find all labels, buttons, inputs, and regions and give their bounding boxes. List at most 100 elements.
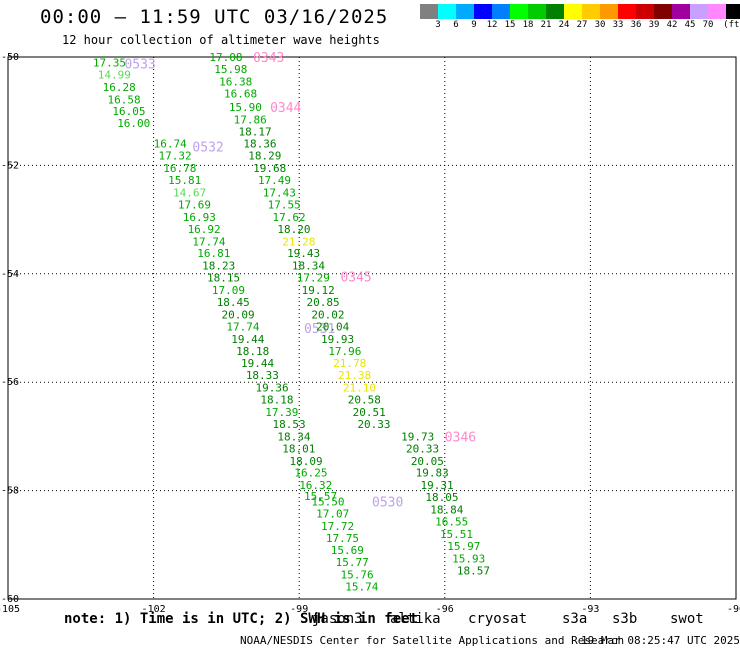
wave-height-label: 19.44: [231, 333, 264, 346]
wave-height-label: 16.05: [112, 105, 145, 118]
wave-height-label: 16.68: [224, 87, 257, 100]
wave-height-label: 18.20: [277, 223, 310, 236]
legend-label: 39: [648, 20, 660, 30]
lon-tick-label: -99: [290, 604, 308, 615]
wave-height-label: 18.36: [243, 138, 276, 151]
wave-height-label: 18.01: [282, 442, 315, 455]
wave-height-label: 15.93: [452, 552, 485, 565]
wave-height-label: 20.85: [306, 296, 339, 309]
wave-height-label: 17.08: [209, 51, 242, 64]
wave-height-label: 17.09: [212, 284, 245, 297]
legend-swatch: [618, 4, 636, 19]
map-title: 00:00 – 11:59 UTC 03/16/2025: [40, 6, 389, 28]
wave-height-label: 17.86: [234, 113, 267, 126]
wave-height-label: 18.45: [217, 296, 250, 309]
timestamp-text: 19 Mar 08:25:47 UTC 2025: [581, 634, 740, 647]
wave-height-label: 17.75: [326, 532, 359, 545]
wave-height-label: 18.34: [277, 430, 310, 443]
wave-height-label: 19.93: [321, 333, 354, 346]
sat-s3a: s3a: [562, 611, 588, 627]
legend-swatch: [456, 4, 474, 19]
legend-label: 21: [540, 20, 552, 30]
legend-label: 33: [612, 20, 624, 30]
legend-label: 3: [435, 20, 441, 30]
legend-swatch: [600, 4, 618, 19]
wave-height-label: 21.38: [338, 369, 371, 382]
legend-label: 42: [666, 20, 678, 30]
wave-height-label: 18.15: [207, 272, 240, 285]
wave-height-label: 15.97: [447, 540, 480, 553]
legend-label: 45: [684, 20, 696, 30]
wave-height-label: 15.50: [311, 495, 344, 508]
wave-height-label: 19.31: [421, 479, 454, 492]
wave-height-label: 16.00: [117, 117, 150, 130]
wave-height-label: 20.58: [348, 394, 381, 407]
legend-swatch: [474, 4, 492, 19]
wave-height-label: 15.90: [229, 101, 262, 114]
color-legend: [420, 4, 740, 19]
wave-height-label: 16.32: [299, 479, 332, 492]
wave-height-label: 16.81: [197, 247, 230, 260]
wave-height-label: 15.74: [345, 581, 378, 594]
wave-height-label: 18.23: [202, 260, 235, 273]
wave-height-label: 16.25: [294, 467, 327, 480]
legend-label: 30: [594, 20, 606, 30]
wave-height-label: 17.32: [158, 150, 191, 163]
wave-height-label: 17.49: [258, 174, 291, 187]
legend-label: 9: [471, 20, 477, 30]
legend-swatch: [528, 4, 546, 19]
pass-label: 0343: [253, 51, 284, 66]
lon-tick-label: -93: [581, 604, 599, 615]
wave-height-label: 17.74: [192, 235, 225, 248]
wave-height-label: 19.12: [302, 284, 335, 297]
wave-height-label: 15.76: [340, 569, 373, 582]
lat-tick-label: -54: [1, 269, 19, 280]
wave-height-label: 18.29: [248, 150, 281, 163]
wave-height-label: 18.09: [289, 455, 322, 468]
wave-height-label: 17.72: [321, 520, 354, 533]
wave-height-label: 17.69: [178, 198, 211, 211]
legend-label: 18: [522, 20, 534, 30]
legend-swatch: [636, 4, 654, 19]
wave-height-label: 17.39: [265, 406, 298, 419]
sat-altika: altika: [390, 611, 441, 627]
legend-swatch: [510, 4, 528, 19]
lon-tick-label: -90: [727, 604, 740, 615]
lat-tick-label: -52: [1, 160, 19, 171]
lat-tick-label: -56: [1, 377, 19, 388]
sat-s3b: s3b: [612, 611, 638, 627]
wave-height-label: 19.83: [416, 467, 449, 480]
wave-height-label: 17.35: [93, 56, 126, 69]
wave-height-label: 14.67: [173, 187, 206, 200]
legend-label: 6: [453, 20, 459, 30]
wave-height-label: 15.81: [168, 174, 201, 187]
credit-text: NOAA/NESDIS Center for Satellite Applica…: [240, 634, 625, 647]
legend-swatch: [708, 4, 726, 19]
wave-height-label: 20.09: [222, 308, 255, 321]
wave-height-label: 16.74: [154, 138, 187, 151]
wave-height-label: 21.10: [343, 382, 376, 395]
wave-height-label: 21.78: [333, 357, 366, 370]
wave-height-label: 17.07: [316, 507, 349, 520]
wave-height-label: 15.69: [331, 544, 364, 557]
pass-label: 0346: [445, 430, 476, 445]
wave-height-label: 20.33: [357, 418, 390, 431]
legend-label: 27: [576, 20, 588, 30]
wave-height-label: 18.84: [430, 504, 463, 517]
wave-height-label: 18.53: [273, 418, 306, 431]
wave-height-label: 16.58: [107, 93, 140, 106]
pass-label: 0533: [124, 58, 155, 73]
wave-height-label: 17.43: [263, 187, 296, 200]
wave-height-label: 16.28: [103, 81, 136, 94]
wave-height-label: 16.93: [183, 211, 216, 224]
legend-swatch: [654, 4, 672, 19]
wave-height-label: 15.98: [214, 63, 247, 76]
pass-label: 0532: [192, 140, 223, 155]
legend-swatch: [438, 4, 456, 19]
wave-height-label: 17.29: [297, 272, 330, 285]
wave-height-label: 18.33: [246, 369, 279, 382]
footer-note: note: 1) Time is in UTC; 2) SWH is in fe…: [64, 611, 419, 627]
wave-height-label: 14.99: [98, 68, 131, 81]
